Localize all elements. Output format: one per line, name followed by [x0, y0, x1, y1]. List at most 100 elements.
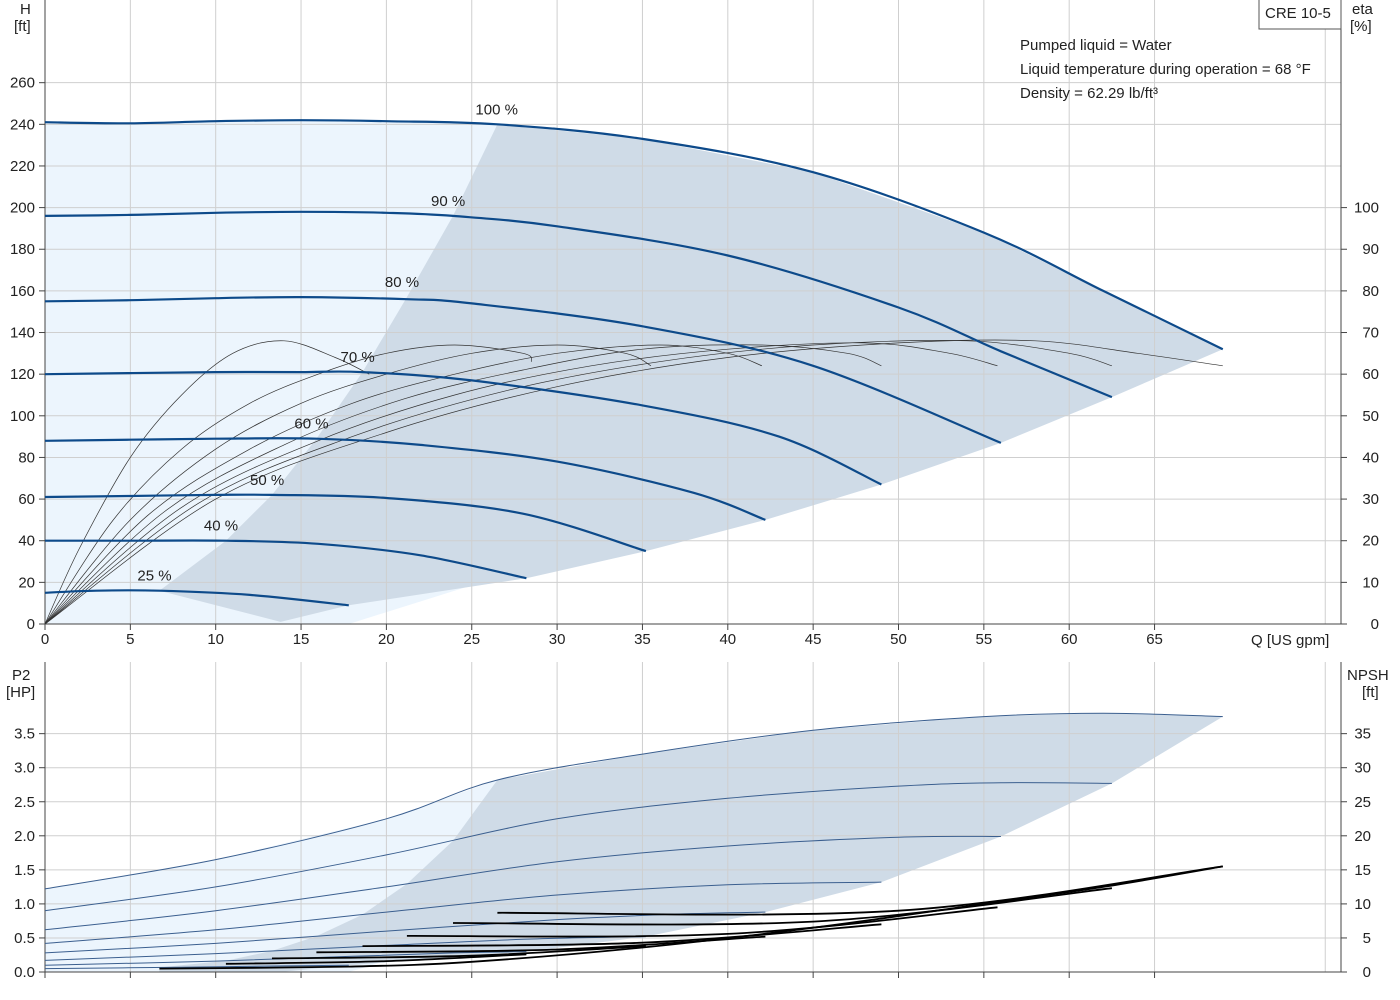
- x-tick-label-20: 20: [378, 631, 395, 648]
- y-right-tick-label-90: 90: [1362, 241, 1379, 258]
- npsh-curve-2: [225, 953, 527, 965]
- bottom-y-right-tick-label-0: 0: [1363, 964, 1371, 981]
- model-label-box: CRE 10-5: [1258, 0, 1342, 30]
- head-curve-label-60: 60 %: [294, 416, 328, 433]
- info-line-liquid: Pumped liquid = Water: [1020, 37, 1172, 54]
- bottom-y-right-tick-label-10: 10: [1354, 896, 1371, 913]
- y-left-tick-label-220: 220: [10, 158, 35, 175]
- bottom-y-right-tick-label-15: 15: [1354, 862, 1371, 879]
- x-axis-label: Q [US gpm]: [1251, 632, 1329, 649]
- bottom-y-right-tick-label-5: 5: [1363, 930, 1371, 947]
- bottom-y-right-label-1: NPSH: [1347, 667, 1389, 684]
- head-curve-80: [44, 295, 1002, 444]
- head-curve-label-90: 90 %: [431, 193, 465, 210]
- y-right-tick-label-10: 10: [1362, 574, 1379, 591]
- head-curve-label-25: 25 %: [137, 568, 171, 585]
- npsh-curve-3: [271, 945, 646, 960]
- bottom-y-left-label-2: [HP]: [6, 684, 35, 701]
- y-left-tick-label-40: 40: [18, 533, 35, 550]
- power-curve-25: [44, 964, 349, 970]
- y-left-tick-label-60: 60: [18, 491, 35, 508]
- x-tick-label-45: 45: [805, 631, 822, 648]
- efficiency-curve-5: [44, 344, 882, 625]
- npsh-curve-8: [497, 865, 1223, 916]
- top-y-right-label-2: [%]: [1350, 18, 1372, 35]
- npsh-curve-4: [316, 935, 766, 954]
- y-right-tick-label-70: 70: [1362, 325, 1379, 342]
- y-left-tick-label-120: 120: [10, 366, 35, 383]
- npsh-curve-7: [452, 887, 1113, 926]
- y-right-tick-label-40: 40: [1362, 449, 1379, 466]
- head-curve-90: [44, 210, 1113, 399]
- info-line-density: Density = 62.29 lb/ft³: [1020, 85, 1158, 102]
- x-tick-label-55: 55: [976, 631, 993, 648]
- head-efficiency-plot: 100 % 90 % 80 % 70 % 60 % 50 % 40 % 25 % 0 5 10 15 2…: [10, 0, 1379, 648]
- x-tick-label-0: 0: [41, 631, 49, 648]
- efficiency-curve-6: [44, 342, 998, 625]
- y-left-tick-label-0: 0: [27, 616, 35, 633]
- top-y-left-label-2: [ft]: [14, 18, 31, 35]
- y-right-tick-label-30: 30: [1362, 491, 1379, 508]
- power-curve-80: [44, 835, 1001, 931]
- bottom-y-left-tick-label-1.0: 1.0: [14, 896, 35, 913]
- x-tick-label-65: 65: [1146, 631, 1163, 648]
- bottom-y-right-label-2: [ft]: [1362, 684, 1379, 701]
- bottom-y-right-tick-label-35: 35: [1354, 726, 1371, 743]
- bottom-y-left-tick-label-0.5: 0.5: [14, 930, 35, 947]
- bottom-y-right-tick-label-20: 20: [1354, 828, 1371, 845]
- efficiency-curve-1: [44, 340, 370, 625]
- info-line-temperature: Liquid temperature during operation = 68…: [1020, 61, 1311, 78]
- power-npsh-plot: 0.0 0.5 1.0 1.5 2.0 2.5 3.0 3.5 0 5 10 15 20 25 30 35: [14, 662, 1371, 981]
- efficiency-curve-3: [44, 344, 652, 625]
- x-tick-label-40: 40: [719, 631, 736, 648]
- x-tick-label-10: 10: [207, 631, 224, 648]
- bottom-y-left-tick-label-3.5: 3.5: [14, 726, 35, 743]
- power-curve-90: [44, 782, 1112, 912]
- head-curve-50: [44, 493, 647, 553]
- head-curve-label-100: 100 %: [475, 101, 518, 118]
- y-left-tick-label-240: 240: [10, 116, 35, 133]
- y-left-tick-label-200: 200: [10, 200, 35, 217]
- head-curve-label-50: 50 %: [250, 472, 284, 489]
- npsh-curve-6: [406, 906, 998, 938]
- power-area-dark: [159, 713, 1223, 972]
- bottom-y-left-label-1: P2: [12, 667, 30, 684]
- efficiency-curve-4: [44, 344, 763, 625]
- x-tick-label-15: 15: [293, 631, 310, 648]
- head-curve-25: [44, 589, 349, 607]
- y-right-tick-label-100: 100: [1354, 200, 1379, 217]
- y-left-tick-label-260: 260: [10, 75, 35, 92]
- bottom-y-left-tick-label-2.0: 2.0: [14, 828, 35, 845]
- y-left-tick-label-160: 160: [10, 283, 35, 300]
- y-right-tick-label-50: 50: [1362, 408, 1379, 425]
- x-tick-label-25: 25: [463, 631, 480, 648]
- y-left-tick-label-100: 100: [10, 408, 35, 425]
- y-left-tick-label-80: 80: [18, 449, 35, 466]
- head-curve-label-70: 70 %: [341, 349, 375, 366]
- y-right-tick-label-60: 60: [1362, 366, 1379, 383]
- x-tick-label-50: 50: [890, 631, 907, 648]
- efficiency-curve-8: [44, 339, 1223, 625]
- top-y-left-label-1: H: [20, 1, 31, 18]
- bottom-y-left-tick-label-0.0: 0.0: [14, 964, 35, 981]
- x-tick-label-5: 5: [126, 631, 134, 648]
- bottom-y-left-tick-label-1.5: 1.5: [14, 862, 35, 879]
- x-tick-label-30: 30: [549, 631, 566, 648]
- head-curve-60: [44, 437, 766, 521]
- head-curve-40: [44, 539, 527, 580]
- efficiency-curve-2: [44, 344, 532, 625]
- head-curve-label-80: 80 %: [385, 274, 419, 291]
- x-tick-label-35: 35: [634, 631, 651, 648]
- head-curve-100: [44, 119, 1224, 351]
- y-right-tick-label-20: 20: [1362, 533, 1379, 550]
- operating-area-dark: [159, 124, 1223, 622]
- head-curve-70: [44, 370, 882, 486]
- power-curve-100: [44, 712, 1223, 890]
- y-left-tick-label-180: 180: [10, 241, 35, 258]
- bottom-y-right-tick-label-30: 30: [1354, 760, 1371, 777]
- npsh-curve-5: [362, 923, 882, 947]
- y-left-tick-label-20: 20: [18, 574, 35, 591]
- y-left-tick-label-140: 140: [10, 325, 35, 342]
- power-curve-70: [44, 881, 882, 944]
